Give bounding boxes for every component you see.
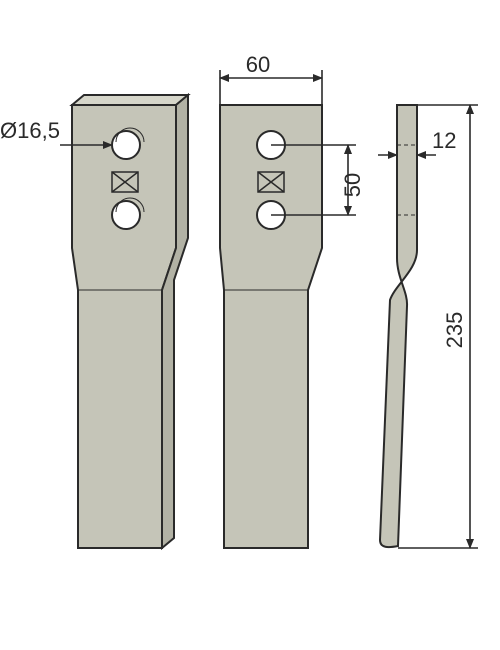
hole-2 [112,201,140,229]
dim-height-label: 235 [442,312,467,349]
dim-thickness: 12 [378,105,456,155]
view-front [220,105,322,548]
technical-drawing: Ø16,5 60 50 12 [0,0,500,650]
view-side [380,105,417,547]
hole-1 [112,131,140,159]
dim-thickness-label: 12 [432,128,456,153]
dim-diameter-label: Ø16,5 [0,118,60,143]
dim-width-label: 60 [246,52,270,77]
view-isometric [72,95,188,548]
dim-width: 60 [220,52,322,105]
dim-spacing-label: 50 [340,173,365,197]
